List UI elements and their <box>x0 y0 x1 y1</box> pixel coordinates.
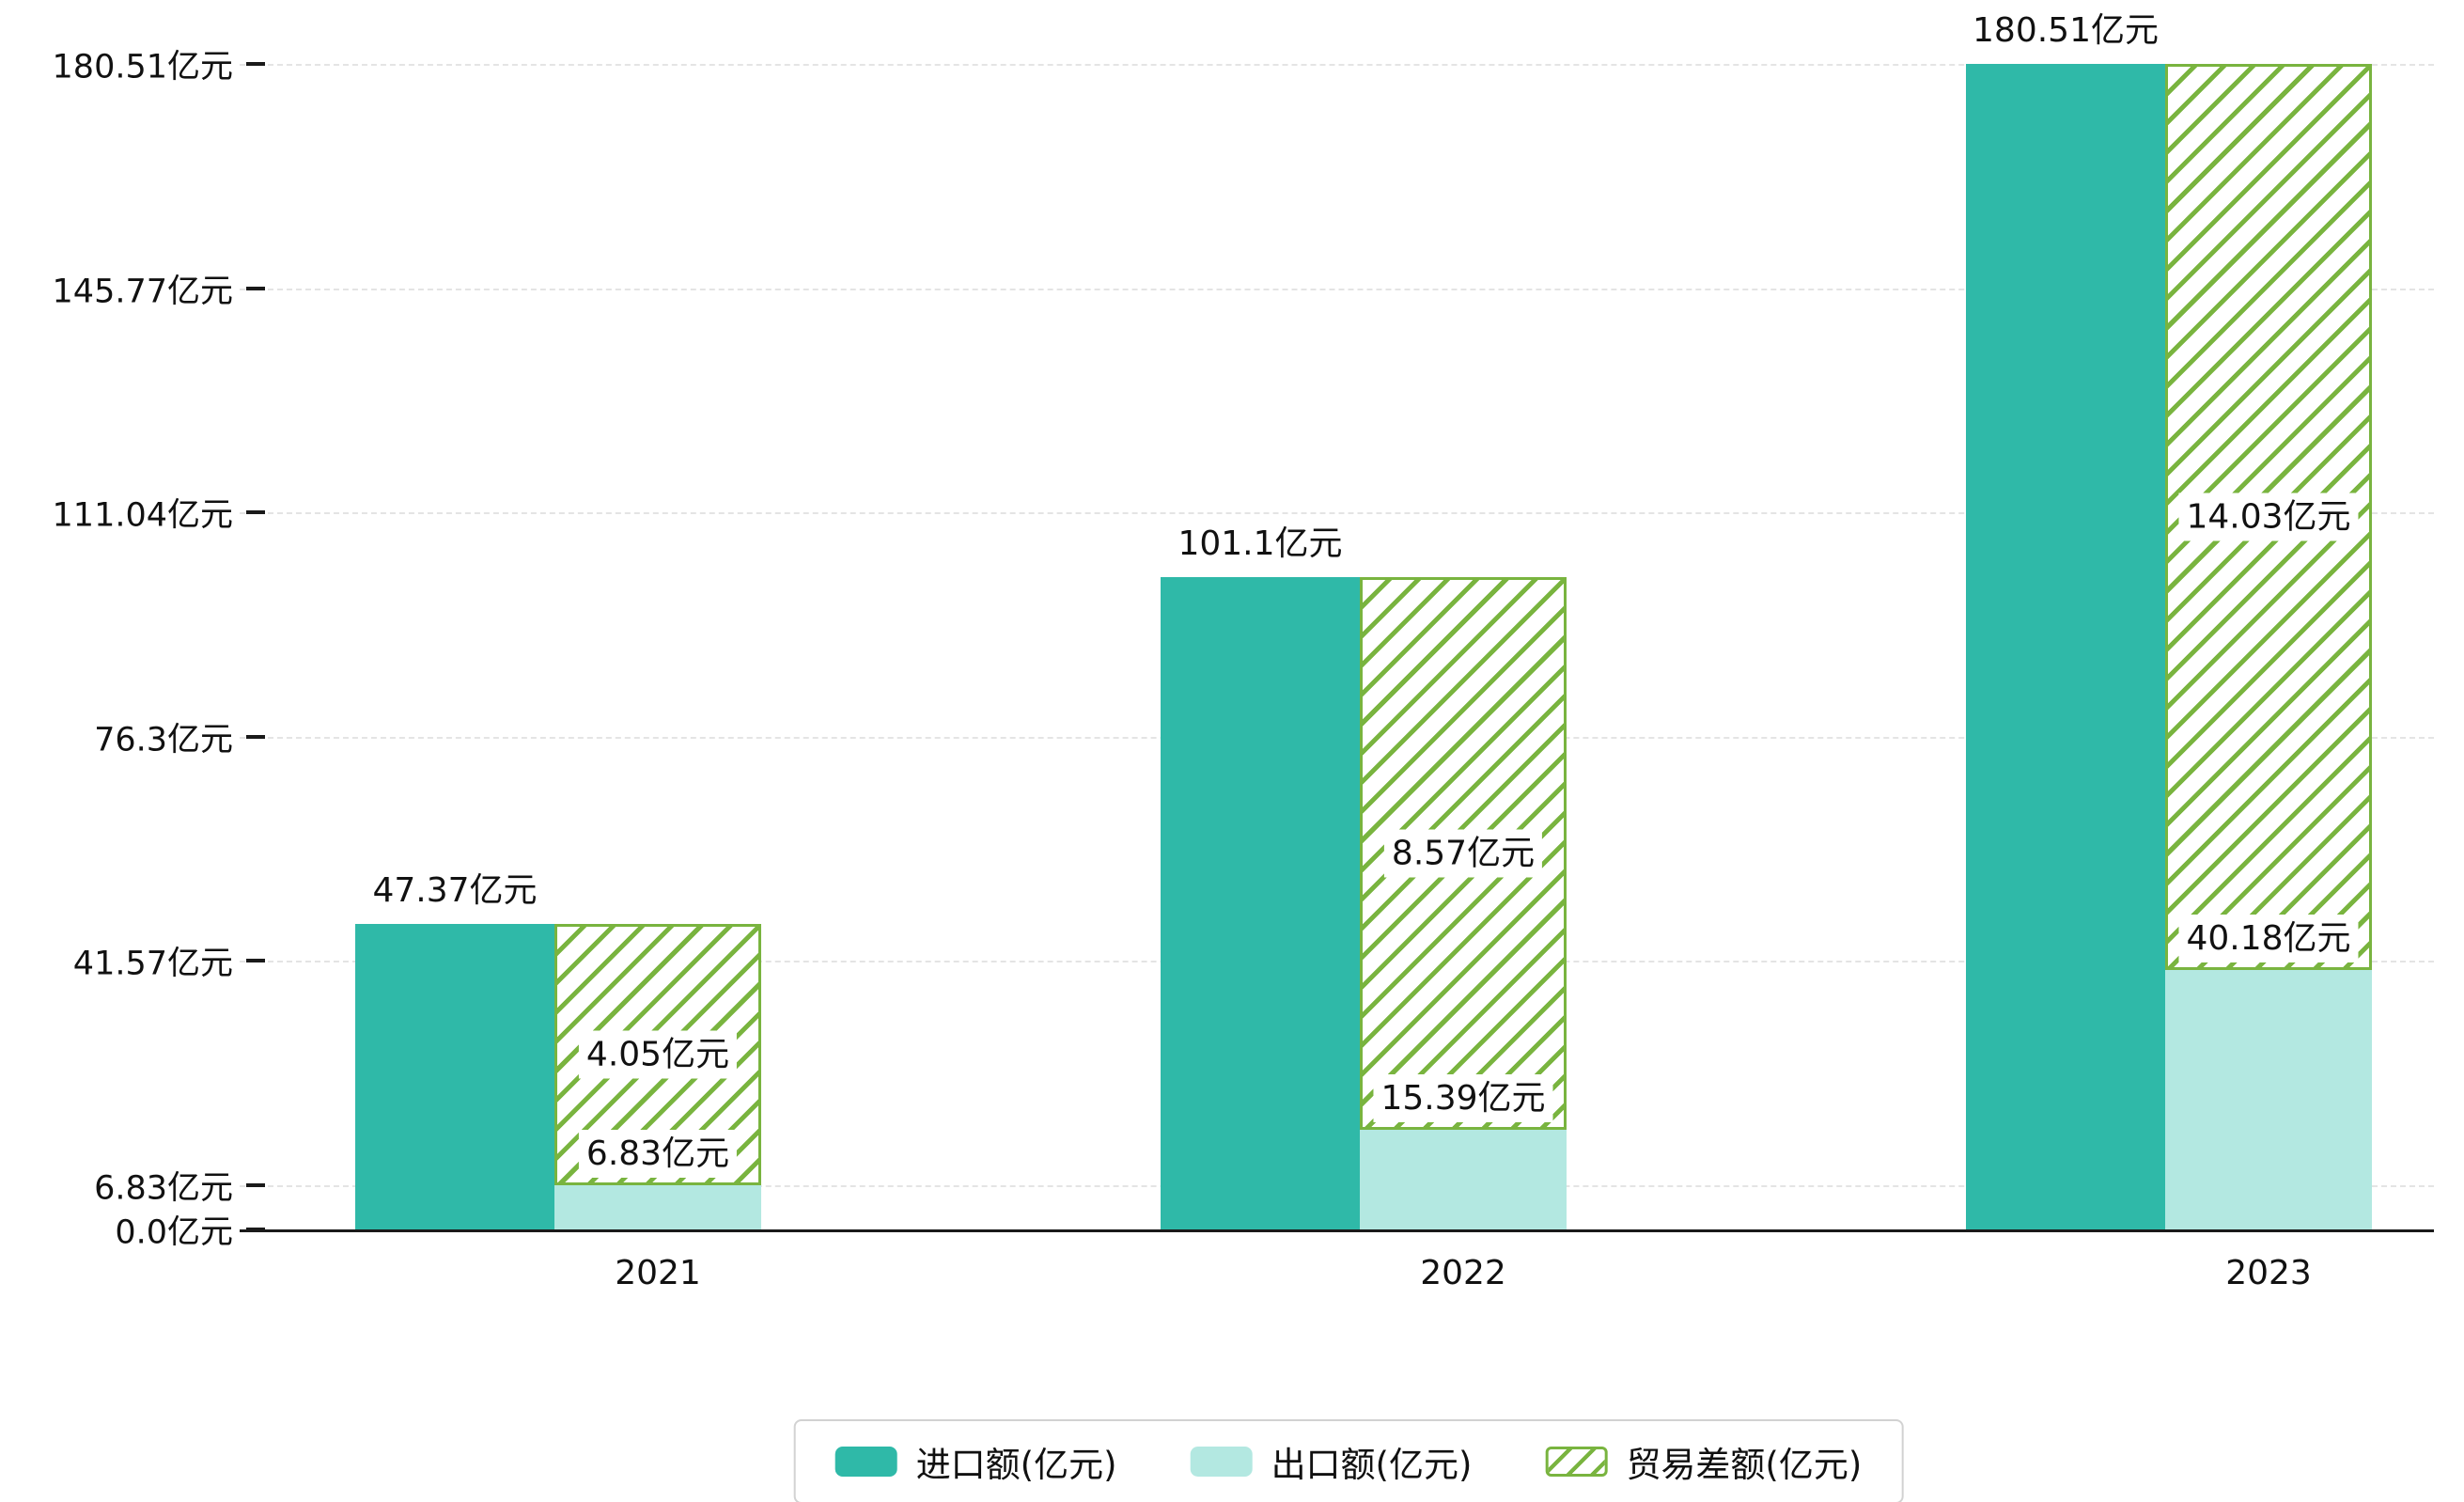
y-axis-tick-label: 145.77亿元 <box>52 273 233 311</box>
y-axis-tick-label: 76.3亿元 <box>94 721 233 759</box>
legend-label-export: 出口额(亿元) <box>1271 1445 1473 1485</box>
trade-balance-value-label: 4.05亿元 <box>578 1030 738 1079</box>
chart-legend: 进口额(亿元) 出口额(亿元) 贸易差额(亿元) <box>793 1419 1904 1502</box>
legend-swatch-trade-balance-icon <box>1545 1447 1608 1477</box>
bar-import-2021 <box>355 923 554 1229</box>
import-value-label: 180.51亿元 <box>1965 7 2166 55</box>
import-value-label: 101.1亿元 <box>1170 519 1350 568</box>
legend-swatch-import-icon <box>834 1447 897 1477</box>
gridline <box>240 288 2434 290</box>
y-axis-tick-label: 180.51亿元 <box>52 48 233 86</box>
x-axis-category-label: 2023 <box>2225 1254 2312 1292</box>
bar-import-2023 <box>1966 64 2165 1229</box>
export-value-label: 40.18亿元 <box>2178 915 2359 962</box>
trade-balance-value-label: 14.03亿元 <box>2178 493 2359 541</box>
legend-label-trade-balance: 贸易差额(亿元) <box>1626 1445 1863 1485</box>
y-axis-tick-mark <box>246 510 265 515</box>
x-axis-category-label: 2022 <box>1420 1254 1506 1292</box>
legend-item-trade-balance[interactable]: 贸易差额(亿元) <box>1545 1436 1862 1487</box>
y-axis-tick-mark <box>246 1183 265 1188</box>
y-axis-tick-mark <box>246 286 265 290</box>
legend-swatch-export-icon <box>1190 1447 1253 1477</box>
bar-export-2021 <box>554 1185 761 1229</box>
bar-import-2022 <box>1161 576 1360 1229</box>
export-value-label: 15.39亿元 <box>1373 1074 1553 1123</box>
y-axis-tick-label: 6.83亿元 <box>94 1169 233 1208</box>
y-axis-tick-mark <box>246 734 265 739</box>
y-axis-tick-label: 0.0亿元 <box>115 1213 233 1252</box>
trade-balance-value-label: 8.57亿元 <box>1383 829 1543 878</box>
export-value-label: 6.83亿元 <box>578 1130 738 1179</box>
legend-label-import: 进口额(亿元) <box>915 1445 1117 1485</box>
y-axis-tick-mark <box>246 62 265 66</box>
x-axis-line <box>240 1229 2434 1232</box>
y-axis-tick-label: 41.57亿元 <box>72 945 233 983</box>
bar-export-2023 <box>2165 969 2372 1229</box>
y-axis-tick-label: 111.04亿元 <box>52 496 233 535</box>
x-axis-category-label: 2021 <box>615 1254 701 1292</box>
import-value-label: 47.37亿元 <box>365 866 545 915</box>
y-axis-tick-mark <box>246 959 265 963</box>
legend-item-import[interactable]: 进口额(亿元) <box>834 1436 1117 1487</box>
gridline <box>240 64 2434 66</box>
bar-export-2022 <box>1360 1130 1567 1229</box>
gridline <box>240 512 2434 515</box>
legend-item-export[interactable]: 出口额(亿元) <box>1190 1436 1473 1487</box>
